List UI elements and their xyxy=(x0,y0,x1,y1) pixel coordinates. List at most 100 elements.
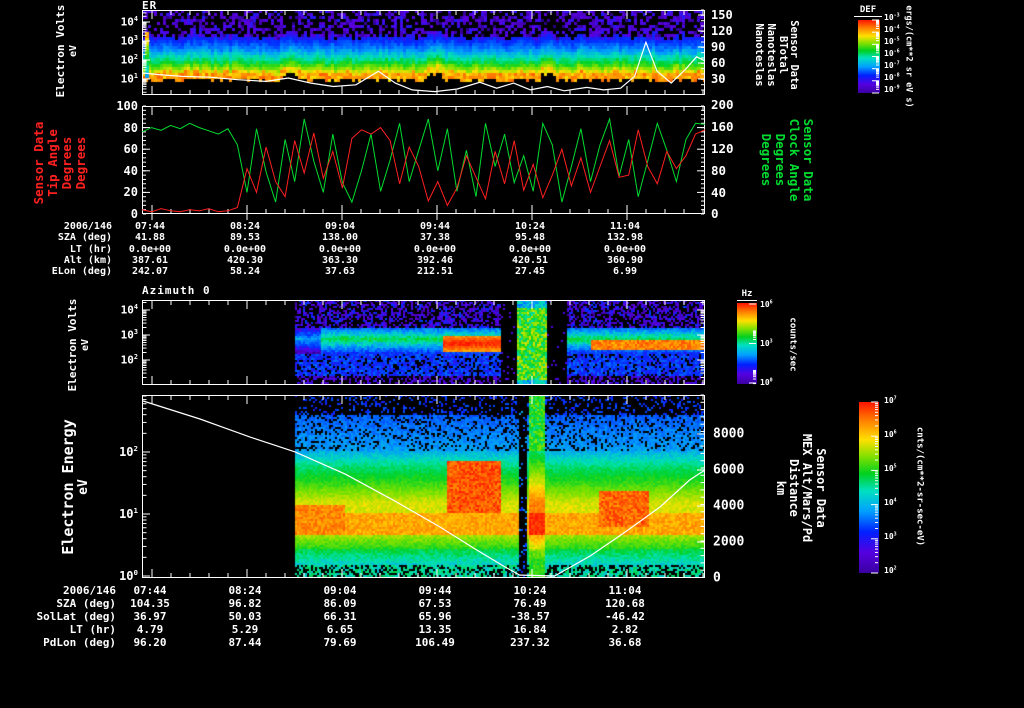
energy-colorbar xyxy=(859,402,879,573)
er-right-tick-label: 150 xyxy=(711,8,733,22)
angle-left-tick-label: 100 xyxy=(116,99,138,113)
def-colorbar-tick-label: 10-8 xyxy=(884,72,900,82)
azimuth-plot-frame xyxy=(142,300,705,385)
def-colorbar-tick-label: 10-6 xyxy=(884,48,900,58)
angle-left-tick-label: 80 xyxy=(123,121,138,135)
def-colorbar-tick-label: 10-3 xyxy=(884,12,900,22)
table-cell: 420.30 xyxy=(226,255,264,266)
energy-colorbar-tick-label: 104 xyxy=(884,497,897,507)
table-cell: 106.49 xyxy=(415,636,455,649)
energy-spectrogram-image xyxy=(142,395,705,578)
table-cell: 13.35 xyxy=(418,623,452,636)
table-cell: 89.53 xyxy=(229,232,261,243)
table-cell: 242.07 xyxy=(131,266,169,277)
axis-label-line: Sensor Data xyxy=(788,20,801,90)
er-y-tick-label: 103 xyxy=(120,33,138,48)
energy-right-tick-label: 4000 xyxy=(713,498,745,514)
axis-label-line: eV xyxy=(76,479,92,495)
energy-right-tick-label: 0 xyxy=(713,570,721,586)
def-colorbar-ticks xyxy=(872,19,879,94)
azimuth-y-tick-label: 102 xyxy=(120,352,138,367)
energy-colorbar-ticks xyxy=(871,401,878,574)
angle-left-tick-label: 20 xyxy=(123,185,138,199)
axis-label-line: Tip Angle xyxy=(45,129,60,197)
er-right-tick-label: 90 xyxy=(711,40,726,54)
hz-colorbar-tick-label: 103 xyxy=(760,338,773,348)
clock-angle-line xyxy=(141,117,706,204)
angle-plot-frame xyxy=(141,105,706,220)
azimuth-y-axis-label: Electron Volts eV xyxy=(66,285,92,405)
axis-label-line: km xyxy=(773,480,788,496)
table-cell: 212.51 xyxy=(416,266,454,277)
table-row-label: SZA (deg) xyxy=(57,232,112,243)
hz-colorbar-title: Hz xyxy=(737,289,757,301)
def-colorbar-tick-label: 10-7 xyxy=(884,60,900,70)
table-cell: 58.24 xyxy=(229,266,261,277)
def-colorbar-tick-label: 10-4 xyxy=(884,24,900,34)
table-cell: 07:44 xyxy=(133,584,167,597)
table-row-label: PdLon (deg) xyxy=(43,636,116,649)
table-cell: 66.31 xyxy=(323,610,357,623)
table-cell: 37.38 xyxy=(419,232,451,243)
angle-right-axis-label: Sensor Data Clock Angle Degrees Degrees xyxy=(756,100,818,220)
energy-colorbar-unit: cnts/(cm**2-sr-sec-eV) xyxy=(914,402,925,572)
axis-label-line: Electron Volts xyxy=(54,4,68,98)
table-row-label: LT (hr) xyxy=(69,623,116,636)
tip-angle-line xyxy=(141,126,706,213)
table-cell: 36.68 xyxy=(608,636,642,649)
er-panel-title: ER xyxy=(142,0,158,12)
table-cell: 87.44 xyxy=(228,636,262,649)
energy-colorbar-tick-label: 105 xyxy=(884,463,897,473)
energy-y-axis-label: Electron Energy eV xyxy=(58,397,94,577)
def-colorbar xyxy=(858,20,880,93)
table-cell: 96.20 xyxy=(133,636,167,649)
table-cell: 237.32 xyxy=(510,636,550,649)
table-row-label: SZA (deg) xyxy=(56,597,116,610)
table-cell: 09:04 xyxy=(323,584,357,597)
table-cell: 0.0e+00 xyxy=(128,244,172,255)
table-cell: 96.82 xyxy=(228,597,262,610)
table-row-label: SolLat (deg) xyxy=(36,610,116,623)
table-cell: 10:24 xyxy=(514,221,546,232)
table-cell: 67.53 xyxy=(418,597,452,610)
altitude-line xyxy=(142,400,706,577)
axis-label-line: eV xyxy=(79,338,91,352)
table-cell: 363.30 xyxy=(321,255,359,266)
table-cell: 16.84 xyxy=(513,623,547,636)
energy-y-tick-label: 100 xyxy=(119,568,138,583)
table-cell: 0.0e+00 xyxy=(223,244,267,255)
angle-right-tick-label: 200 xyxy=(711,96,734,112)
axis-label-line: Sensor Data xyxy=(813,448,828,528)
energy-plot-frame xyxy=(142,394,706,578)
table-cell: -46.42 xyxy=(605,610,645,623)
btotal-line xyxy=(141,40,706,93)
axis-label-line: MEX Alt/Mars/Pd xyxy=(800,433,815,543)
axis-label-line: BTotal xyxy=(776,36,789,74)
axis-label-line: Degrees xyxy=(759,133,774,187)
table-cell: 104.35 xyxy=(130,597,170,610)
table-cell: 138.00 xyxy=(321,232,359,243)
azimuth-y-tick-label: 104 xyxy=(120,302,138,317)
axis-label-line: Degrees xyxy=(59,136,74,190)
hz-colorbar-ticks xyxy=(749,303,756,385)
table-cell: 6.65 xyxy=(326,623,354,636)
table-cell: 2.82 xyxy=(611,623,639,636)
angle-left-tick-label: 0 xyxy=(130,207,138,221)
table-cell: 132.98 xyxy=(606,232,644,243)
table-cell: 11:04 xyxy=(608,584,642,597)
angle-right-tick-label: 80 xyxy=(711,162,727,178)
axis-label-line: Degrees xyxy=(773,133,788,187)
axis-label-line: Distance xyxy=(787,459,801,517)
def-colorbar-tick-label: 10-9 xyxy=(884,84,900,94)
er-plot-frame xyxy=(141,9,706,95)
table-cell: 41.88 xyxy=(134,232,166,243)
table-row-label: ELon (deg) xyxy=(51,266,112,277)
axis-label-line: Clock Angle xyxy=(787,118,802,202)
table-cell: 65.96 xyxy=(418,610,452,623)
energy-y-tick-label: 102 xyxy=(119,444,138,459)
table-row-label: 2006/146 xyxy=(63,221,112,232)
er-spectrogram-image xyxy=(142,10,705,95)
energy-colorbar-tick-label: 102 xyxy=(884,565,897,575)
azimuth-panel-title: Azimuth 0 xyxy=(142,284,211,297)
energy-right-tick-label: 2000 xyxy=(713,534,745,550)
